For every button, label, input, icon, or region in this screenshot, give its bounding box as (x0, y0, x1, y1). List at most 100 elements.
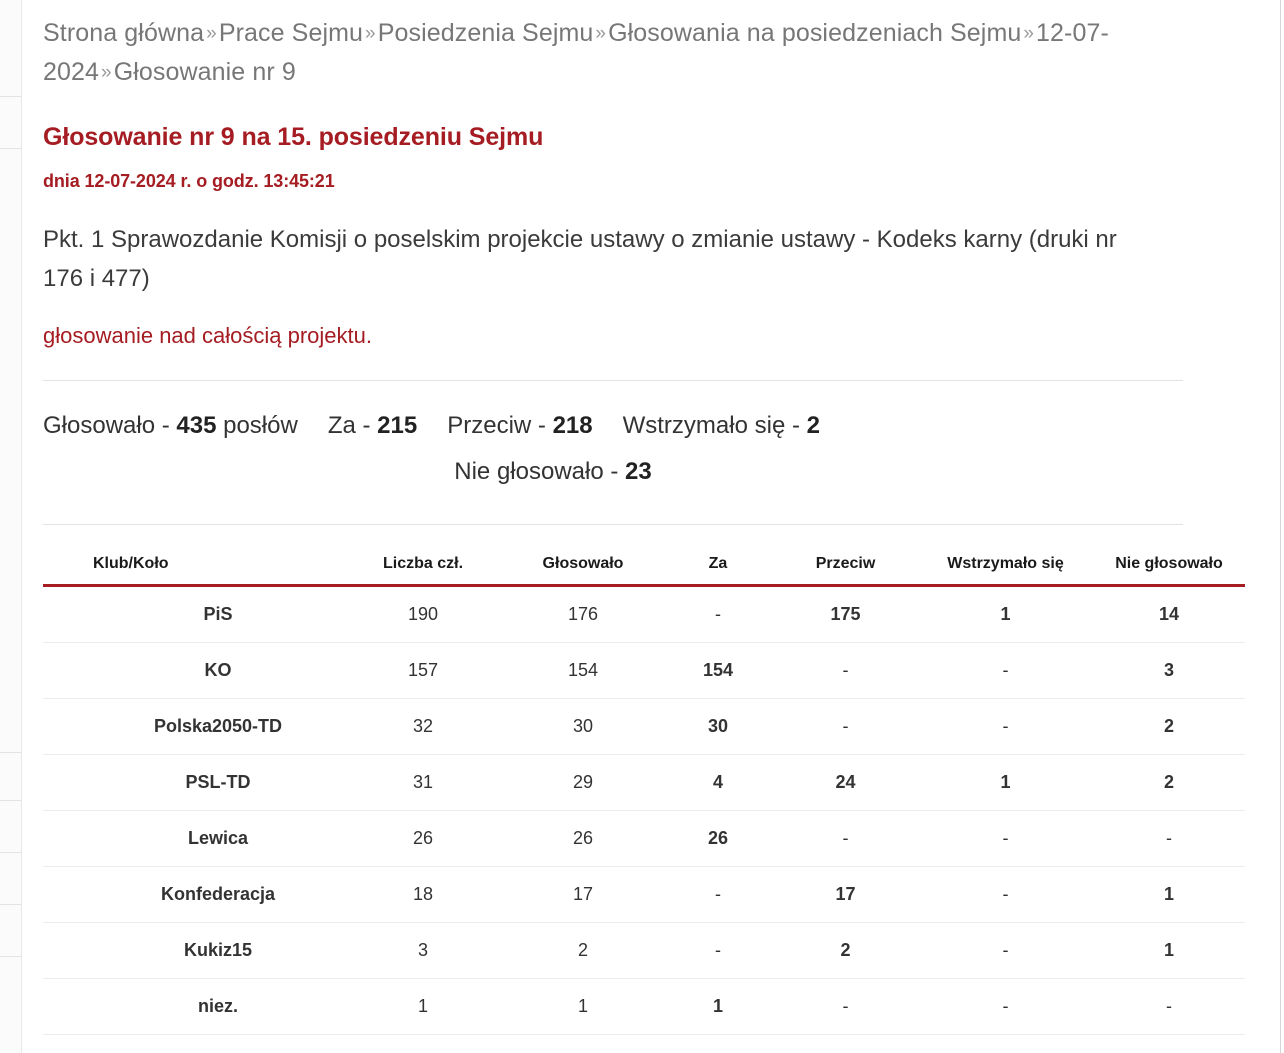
table-row: niez. 1 1 1- - - (43, 978, 1245, 1035)
cell-club[interactable]: Konfederacja (43, 866, 343, 923)
strip-divider (0, 96, 22, 97)
table-row: Lewica 26 26 26- - - (43, 810, 1245, 867)
vote-summary-line-1: Głosowało - 435 posłów Za - 215 Przeciw - … (43, 403, 1183, 449)
cell-against[interactable]: 175 (773, 585, 918, 643)
table-row: Polska2050-TD 32 30 30- -2 (43, 698, 1245, 755)
cell-club[interactable]: PiS (43, 585, 343, 643)
strip-divider (0, 852, 22, 853)
column-header-members[interactable]: Liczba czł. (343, 544, 503, 587)
divider-below-summary (43, 523, 1183, 525)
cell-abstain: - (918, 866, 1093, 923)
column-header-for[interactable]: Za (663, 544, 773, 587)
strip-divider (0, 904, 22, 905)
breadcrumb: Strona główna »Prace Sejmu »Posiedzenia Se… (43, 14, 1123, 92)
divider-above-summary (43, 379, 1183, 381)
cell-for[interactable]: 154 (663, 642, 773, 699)
cell-abstain[interactable]: 1 (918, 754, 1093, 811)
cell-club[interactable]: KO (43, 642, 343, 699)
cell-members: 26 (343, 810, 503, 867)
column-header-notvoting[interactable]: Nie głosowało (1093, 544, 1245, 587)
cell-notvoting: - (1093, 978, 1245, 1035)
column-header-against[interactable]: Przeciw (773, 544, 918, 587)
cell-notvoting[interactable]: 14 (1093, 585, 1245, 643)
cell-members: 3 (343, 922, 503, 979)
cell-against[interactable]: 24 (773, 754, 918, 811)
cell-for[interactable]: 26 (663, 810, 773, 867)
club-results-table: Klub/Koło Liczba czł. Głosowało Za Przec… (43, 544, 1245, 1035)
breadcrumb-item-glosowania[interactable]: Głosowania na posiedzeniach Sejmu (608, 19, 1022, 47)
table-row: Kukiz15 3 2-2-1 (43, 922, 1245, 979)
cell-for[interactable]: 1 (663, 978, 773, 1035)
cell-members: 1 (343, 978, 503, 1035)
summary-abstain-label: Wstrzymało się - (622, 411, 800, 439)
column-header-voted[interactable]: Głosowało (503, 544, 663, 587)
cell-notvoting: - (1093, 810, 1245, 867)
table-header: Klub/Koło Liczba czł. Głosowało Za Przec… (43, 544, 1245, 587)
cell-against[interactable]: 17 (773, 866, 918, 923)
breadcrumb-separator-icon: » (595, 23, 607, 44)
cell-members: 32 (343, 698, 503, 755)
vote-summary-line-2: Nie głosowało - 23 (43, 449, 1183, 495)
cell-abstain: - (918, 698, 1093, 755)
strip-divider (0, 956, 22, 957)
table-header-row: Klub/Koło Liczba czł. Głosowało Za Przec… (43, 544, 1245, 587)
column-header-club[interactable]: Klub/Koło (43, 544, 343, 587)
cell-for[interactable]: 4 (663, 754, 773, 811)
summary-for-value: 215 (377, 411, 418, 439)
cell-voted: 29 (503, 754, 663, 811)
vote-summary: Głosowało - 435 posłów Za - 215 Przeciw - … (43, 403, 1183, 495)
cell-for: - (663, 866, 773, 923)
cell-for: - (663, 922, 773, 979)
table-row: KO 157 154 154- -3 (43, 642, 1245, 699)
summary-against-value: 218 (552, 411, 593, 439)
cell-voted: 1 (503, 978, 663, 1035)
cell-notvoting[interactable]: 2 (1093, 754, 1245, 811)
breadcrumb-item-prace-sejmu[interactable]: Prace Sejmu (218, 19, 364, 47)
cell-abstain: - (918, 642, 1093, 699)
cell-club[interactable]: PSL-TD (43, 754, 343, 811)
cell-club[interactable]: Polska2050-TD (43, 698, 343, 755)
cell-notvoting[interactable]: 1 (1093, 922, 1245, 979)
cell-voted: 154 (503, 642, 663, 699)
cell-against[interactable]: 2 (773, 922, 918, 979)
summary-abstain-value: 2 (806, 411, 820, 439)
cell-voted: 2 (503, 922, 663, 979)
breadcrumb-item-posiedzenia[interactable]: Posiedzenia Sejmu (377, 19, 594, 47)
cell-abstain: - (918, 810, 1093, 867)
breadcrumb-item-current: Głosowanie nr 9 (113, 58, 296, 86)
table-body: PiS 190 176-175 1 14 KO 157 154 154- -3 Polska2050… (43, 585, 1245, 1035)
breadcrumb-item-home[interactable]: Strona główna (43, 19, 205, 47)
summary-notvoting-label: Nie głosowało - (454, 457, 619, 485)
left-chrome-strip (0, 0, 22, 1053)
summary-for-label: Za - (327, 411, 371, 439)
cell-notvoting[interactable]: 3 (1093, 642, 1245, 699)
strip-divider (0, 800, 22, 801)
cell-club[interactable]: Kukiz15 (43, 922, 343, 979)
cell-for[interactable]: 30 (663, 698, 773, 755)
breadcrumb-item-date[interactable]: 12-07-2024 (43, 19, 1109, 86)
cell-notvoting[interactable]: 2 (1093, 698, 1245, 755)
cell-voted: 176 (503, 585, 663, 643)
cell-club[interactable]: Lewica (43, 810, 343, 867)
vote-scope-text: głosowanie nad całością projektu. (43, 322, 372, 348)
summary-notvoting-value: 23 (625, 457, 652, 485)
page-title: Głosowanie nr 9 na 15. posiedzeniu Sejmu (43, 123, 544, 151)
cell-abstain[interactable]: 1 (918, 585, 1093, 643)
breadcrumb-separator-icon: » (206, 23, 217, 44)
main-content: Strona główna »Prace Sejmu »Posiedzenia Se… (23, 0, 1245, 1053)
scrollbar-gutter[interactable] (1280, 0, 1284, 1053)
column-header-abstain[interactable]: Wstrzymało się (918, 544, 1093, 587)
table-row: PSL-TD 31 29 4 24 1 2 (43, 754, 1245, 811)
cell-abstain: - (918, 978, 1093, 1035)
cell-against: - (773, 698, 918, 755)
table-row: Konfederacja 18 17-17-1 (43, 866, 1245, 923)
cell-against: - (773, 810, 918, 867)
breadcrumb-separator-icon: » (365, 23, 376, 44)
cell-club[interactable]: niez. (43, 978, 343, 1035)
cell-notvoting[interactable]: 1 (1093, 866, 1245, 923)
strip-divider (0, 148, 22, 149)
cell-members: 190 (343, 585, 503, 643)
vote-datetime: dnia 12-07-2024 r. o godz. 13:45:21 (43, 170, 335, 191)
cell-for: - (663, 585, 773, 643)
